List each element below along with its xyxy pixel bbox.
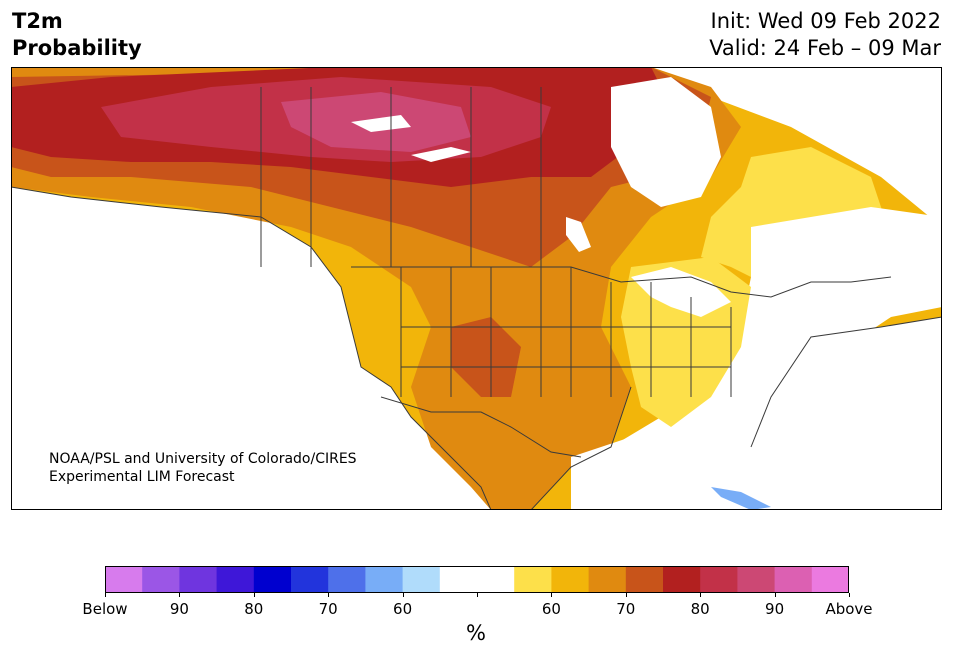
- great-slave-lake: [411, 147, 471, 162]
- cuba-blue: [711, 487, 771, 510]
- great-bear-lake: [351, 115, 411, 132]
- colorbar-segment: [477, 566, 515, 593]
- title-line-2: Probability: [12, 36, 142, 60]
- colorbar-tick-label: 80: [244, 600, 264, 618]
- colorbar-segment: [625, 566, 664, 593]
- colorbar-tick-label: 70: [318, 600, 338, 618]
- credit-text: NOAA/PSL and University of Colorado/CIRE…: [49, 450, 357, 486]
- colorbar-tick-label: 70: [616, 600, 636, 618]
- credit-line-2: Experimental LIM Forecast: [49, 469, 235, 485]
- colorbar-segment: [328, 566, 366, 593]
- colorbar-segment: [774, 566, 813, 593]
- us-mexico-border: [380, 396, 582, 458]
- colorbar-tick-label: 60: [393, 600, 413, 618]
- chart-title: T2m Probability: [12, 8, 142, 62]
- colorbar-tick-mark: [105, 593, 106, 597]
- province-lines: [260, 87, 542, 267]
- colorbar-segment: [514, 566, 552, 593]
- colorbar-tick-mark: [179, 593, 181, 597]
- colorbar-segment: [105, 566, 143, 593]
- colorbar-segment: [365, 566, 404, 593]
- hudson-bay: [611, 77, 721, 207]
- credit-line-1: NOAA/PSL and University of Colorado/CIRE…: [49, 451, 357, 467]
- colorbar-tick-mark: [625, 593, 627, 597]
- colorbar-tick-label: Below: [82, 600, 128, 618]
- colorbar-segment: [663, 566, 701, 593]
- colorbar-tick-mark: [253, 593, 255, 597]
- colorbar-tick-mark: [402, 593, 404, 597]
- colorbar-tick-label: 80: [690, 600, 710, 618]
- colorbar-tick-label: 60: [541, 600, 561, 618]
- land-white-east: [591, 207, 942, 510]
- forecast-dates: Init: Wed 09 Feb 2022 Valid: 24 Feb – 09…: [709, 8, 941, 62]
- colorbar-tick-mark: [328, 593, 330, 597]
- colorbar-tick-label: Above: [825, 600, 873, 618]
- probability-map: [11, 67, 942, 510]
- colorbar-segment: [737, 566, 776, 593]
- state-lines: [400, 267, 732, 397]
- valid-range: Valid: 24 Feb – 09 Mar: [709, 36, 941, 60]
- lake-winnipeg: [566, 217, 591, 252]
- init-date: Init: Wed 09 Feb 2022: [710, 9, 941, 33]
- colorbar-segment: [588, 566, 627, 593]
- colorbar-segment: [551, 566, 590, 593]
- colorbar-tick-label: 90: [765, 600, 785, 618]
- colorbar-segment: [142, 566, 180, 593]
- land-darkorange-sw: [451, 317, 521, 397]
- colorbar-segment: [439, 566, 478, 593]
- coastline: [11, 186, 942, 510]
- colorbar-unit: %: [466, 621, 486, 645]
- colorbar-tick-mark: [700, 593, 702, 597]
- colorbar-tick-mark: [477, 593, 478, 597]
- colorbar-frame: [105, 566, 849, 593]
- colorbar: [105, 566, 849, 593]
- us-canada-border: [351, 266, 892, 298]
- colorbar-tick-mark: [551, 593, 553, 597]
- colorbar-segment: [291, 566, 329, 593]
- colorbar-segment: [700, 566, 738, 593]
- map-frame: [11, 67, 942, 510]
- colorbar-tick-mark: [774, 593, 776, 597]
- title-line-1: T2m: [12, 9, 63, 33]
- colorbar-segment: [402, 566, 441, 593]
- colorbar-segment: [253, 566, 292, 593]
- colorbar-segment: [811, 566, 849, 593]
- colorbar-tick-mark: [849, 593, 850, 597]
- colorbar-segment: [179, 566, 218, 593]
- colorbar-segment: [216, 566, 255, 593]
- colorbar-tick-label: 90: [169, 600, 189, 618]
